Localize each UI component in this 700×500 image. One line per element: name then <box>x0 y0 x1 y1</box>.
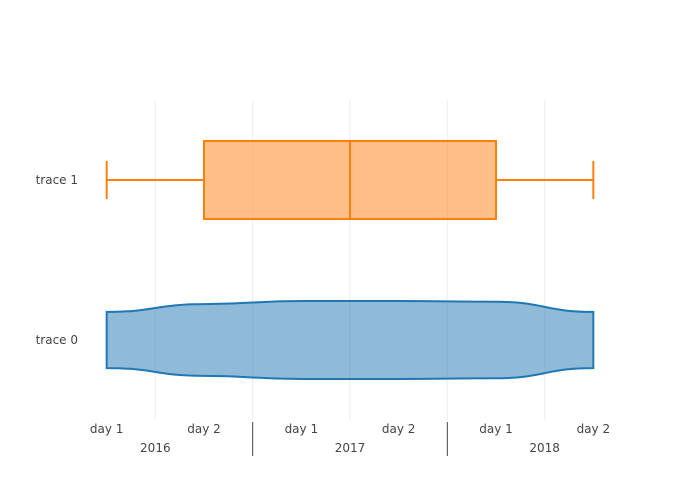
x-group-label: 2017 <box>335 441 366 455</box>
y-tick-label: trace 1 <box>36 173 78 187</box>
x-group-label: 2016 <box>140 441 171 455</box>
x-tick-label: day 2 <box>187 422 221 436</box>
x-tick-label: day 1 <box>90 422 124 436</box>
x-tick-label: day 2 <box>382 422 416 436</box>
y-tick-label: trace 0 <box>36 333 78 347</box>
x-tick-label: day 1 <box>285 422 319 436</box>
x-tick-label: day 2 <box>577 422 611 436</box>
violin-body <box>105 299 595 381</box>
axes: day 1 day 2 day 1 day 2 day 1 day 2 2016 2017 20… <box>36 173 611 456</box>
x-tick-label: day 1 <box>479 422 513 436</box>
series <box>105 140 595 381</box>
x-group-label: 2018 <box>529 441 560 455</box>
